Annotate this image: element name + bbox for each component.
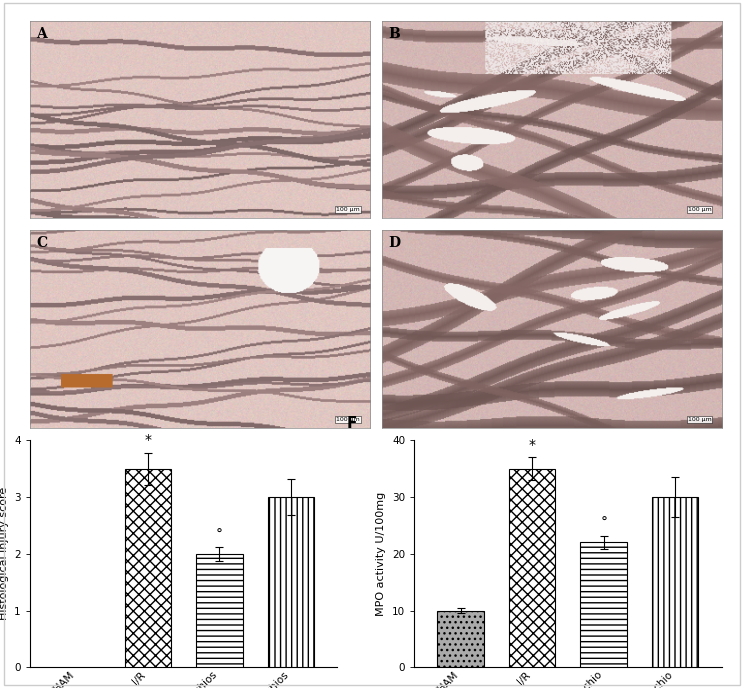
Bar bbox=[437, 611, 484, 667]
Text: F: F bbox=[347, 416, 357, 431]
Text: *: * bbox=[529, 438, 536, 452]
Y-axis label: Histological injury score: Histological injury score bbox=[0, 487, 8, 621]
Text: D: D bbox=[388, 237, 400, 250]
Bar bbox=[124, 469, 171, 667]
Bar bbox=[580, 543, 627, 667]
Bar bbox=[509, 469, 556, 667]
Text: °: ° bbox=[216, 528, 222, 541]
Text: 100 μm: 100 μm bbox=[687, 207, 711, 212]
Text: 100 μm: 100 μm bbox=[687, 417, 711, 422]
Y-axis label: MPO activity U/100mg: MPO activity U/100mg bbox=[376, 492, 386, 616]
Text: 100 μm: 100 μm bbox=[336, 417, 359, 422]
Text: C: C bbox=[36, 237, 48, 250]
Text: 100 μm: 100 μm bbox=[336, 207, 359, 212]
Text: A: A bbox=[36, 27, 48, 41]
Bar bbox=[652, 497, 699, 667]
Bar bbox=[196, 554, 243, 667]
Text: *: * bbox=[144, 433, 151, 447]
Text: B: B bbox=[388, 27, 400, 41]
Bar bbox=[268, 497, 314, 667]
Text: °: ° bbox=[600, 516, 607, 530]
